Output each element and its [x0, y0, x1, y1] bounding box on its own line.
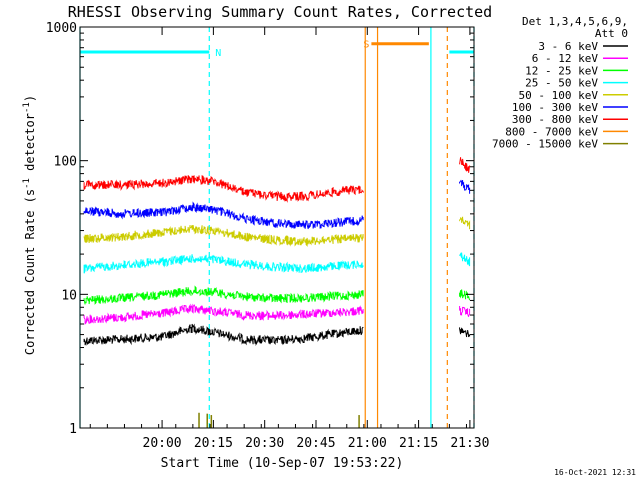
legend-label-4: 50 - 100 keV	[519, 89, 599, 102]
legend-header-attenuator: Att 0	[595, 27, 628, 40]
x-axis-label: Start Time (10-Sep-07 19:53:22)	[161, 456, 404, 471]
series-line-1-a	[83, 303, 364, 325]
series-line-3-b	[459, 252, 471, 267]
x-tick-label-5: 21:15	[399, 436, 438, 451]
x-tick-label-0: 20:00	[143, 436, 182, 451]
series-line-4-b	[459, 216, 471, 230]
flag-label-N: N	[215, 48, 221, 59]
legend-label-2: 12 - 25 keV	[525, 64, 598, 77]
series-line-0-a	[83, 323, 364, 347]
series-line-0-b	[459, 327, 471, 338]
legend-label-5: 100 - 300 keV	[512, 101, 598, 114]
legend-label-7: 800 - 7000 keV	[505, 125, 598, 138]
x-tick-label-6: 21:30	[450, 436, 489, 451]
x-tick-label-2: 20:30	[245, 436, 284, 451]
legend-label-8: 7000 - 15000 keV	[492, 138, 598, 151]
series-line-3-a	[83, 254, 364, 274]
plot-axes: 20:00 20:15 20:30 20:45 21:00 21:15 21:30 1 10 10…	[46, 21, 490, 451]
legend-label-1: 6 - 12 keV	[532, 52, 599, 65]
series-line-5-b	[459, 179, 471, 194]
flag-label-S: S	[363, 40, 369, 51]
plot-marks: NS	[79, 27, 475, 428]
y-tick-label-0: 1	[69, 422, 77, 437]
legend-label-6: 300 - 800 keV	[512, 113, 598, 126]
series-line-6-a	[83, 175, 364, 203]
y-tick-label-1: 10	[61, 288, 77, 303]
x-tick-label-4: 21:00	[348, 436, 387, 451]
x-tick-label-3: 20:45	[296, 436, 335, 451]
series-line-2-a	[83, 285, 364, 305]
series-line-4-a	[83, 225, 364, 247]
footer-timestamp: 16-Oct-2021 12:31	[554, 468, 636, 477]
chart-title: RHESSI Observing Summary Count Rates, Co…	[68, 3, 492, 21]
series-line-6-b	[459, 157, 471, 173]
plot-frame	[79, 26, 475, 429]
series-line-5-a	[83, 201, 364, 230]
x-tick-label-1: 20:15	[194, 436, 233, 451]
y-axis-label: Corrected Count Rate (s-1 detector-1)	[22, 95, 37, 355]
series-line-1-b	[459, 306, 471, 317]
legend-label-0: 3 - 6 keV	[538, 40, 598, 53]
y-tick-label-2: 100	[54, 155, 77, 170]
y-tick-label-3: 1000	[46, 21, 77, 36]
legend-header-detectors: Det 1,3,4,5,6,9,	[522, 15, 628, 28]
legend-label-3: 25 - 50 keV	[525, 77, 598, 90]
series-line-2-b	[459, 289, 471, 301]
